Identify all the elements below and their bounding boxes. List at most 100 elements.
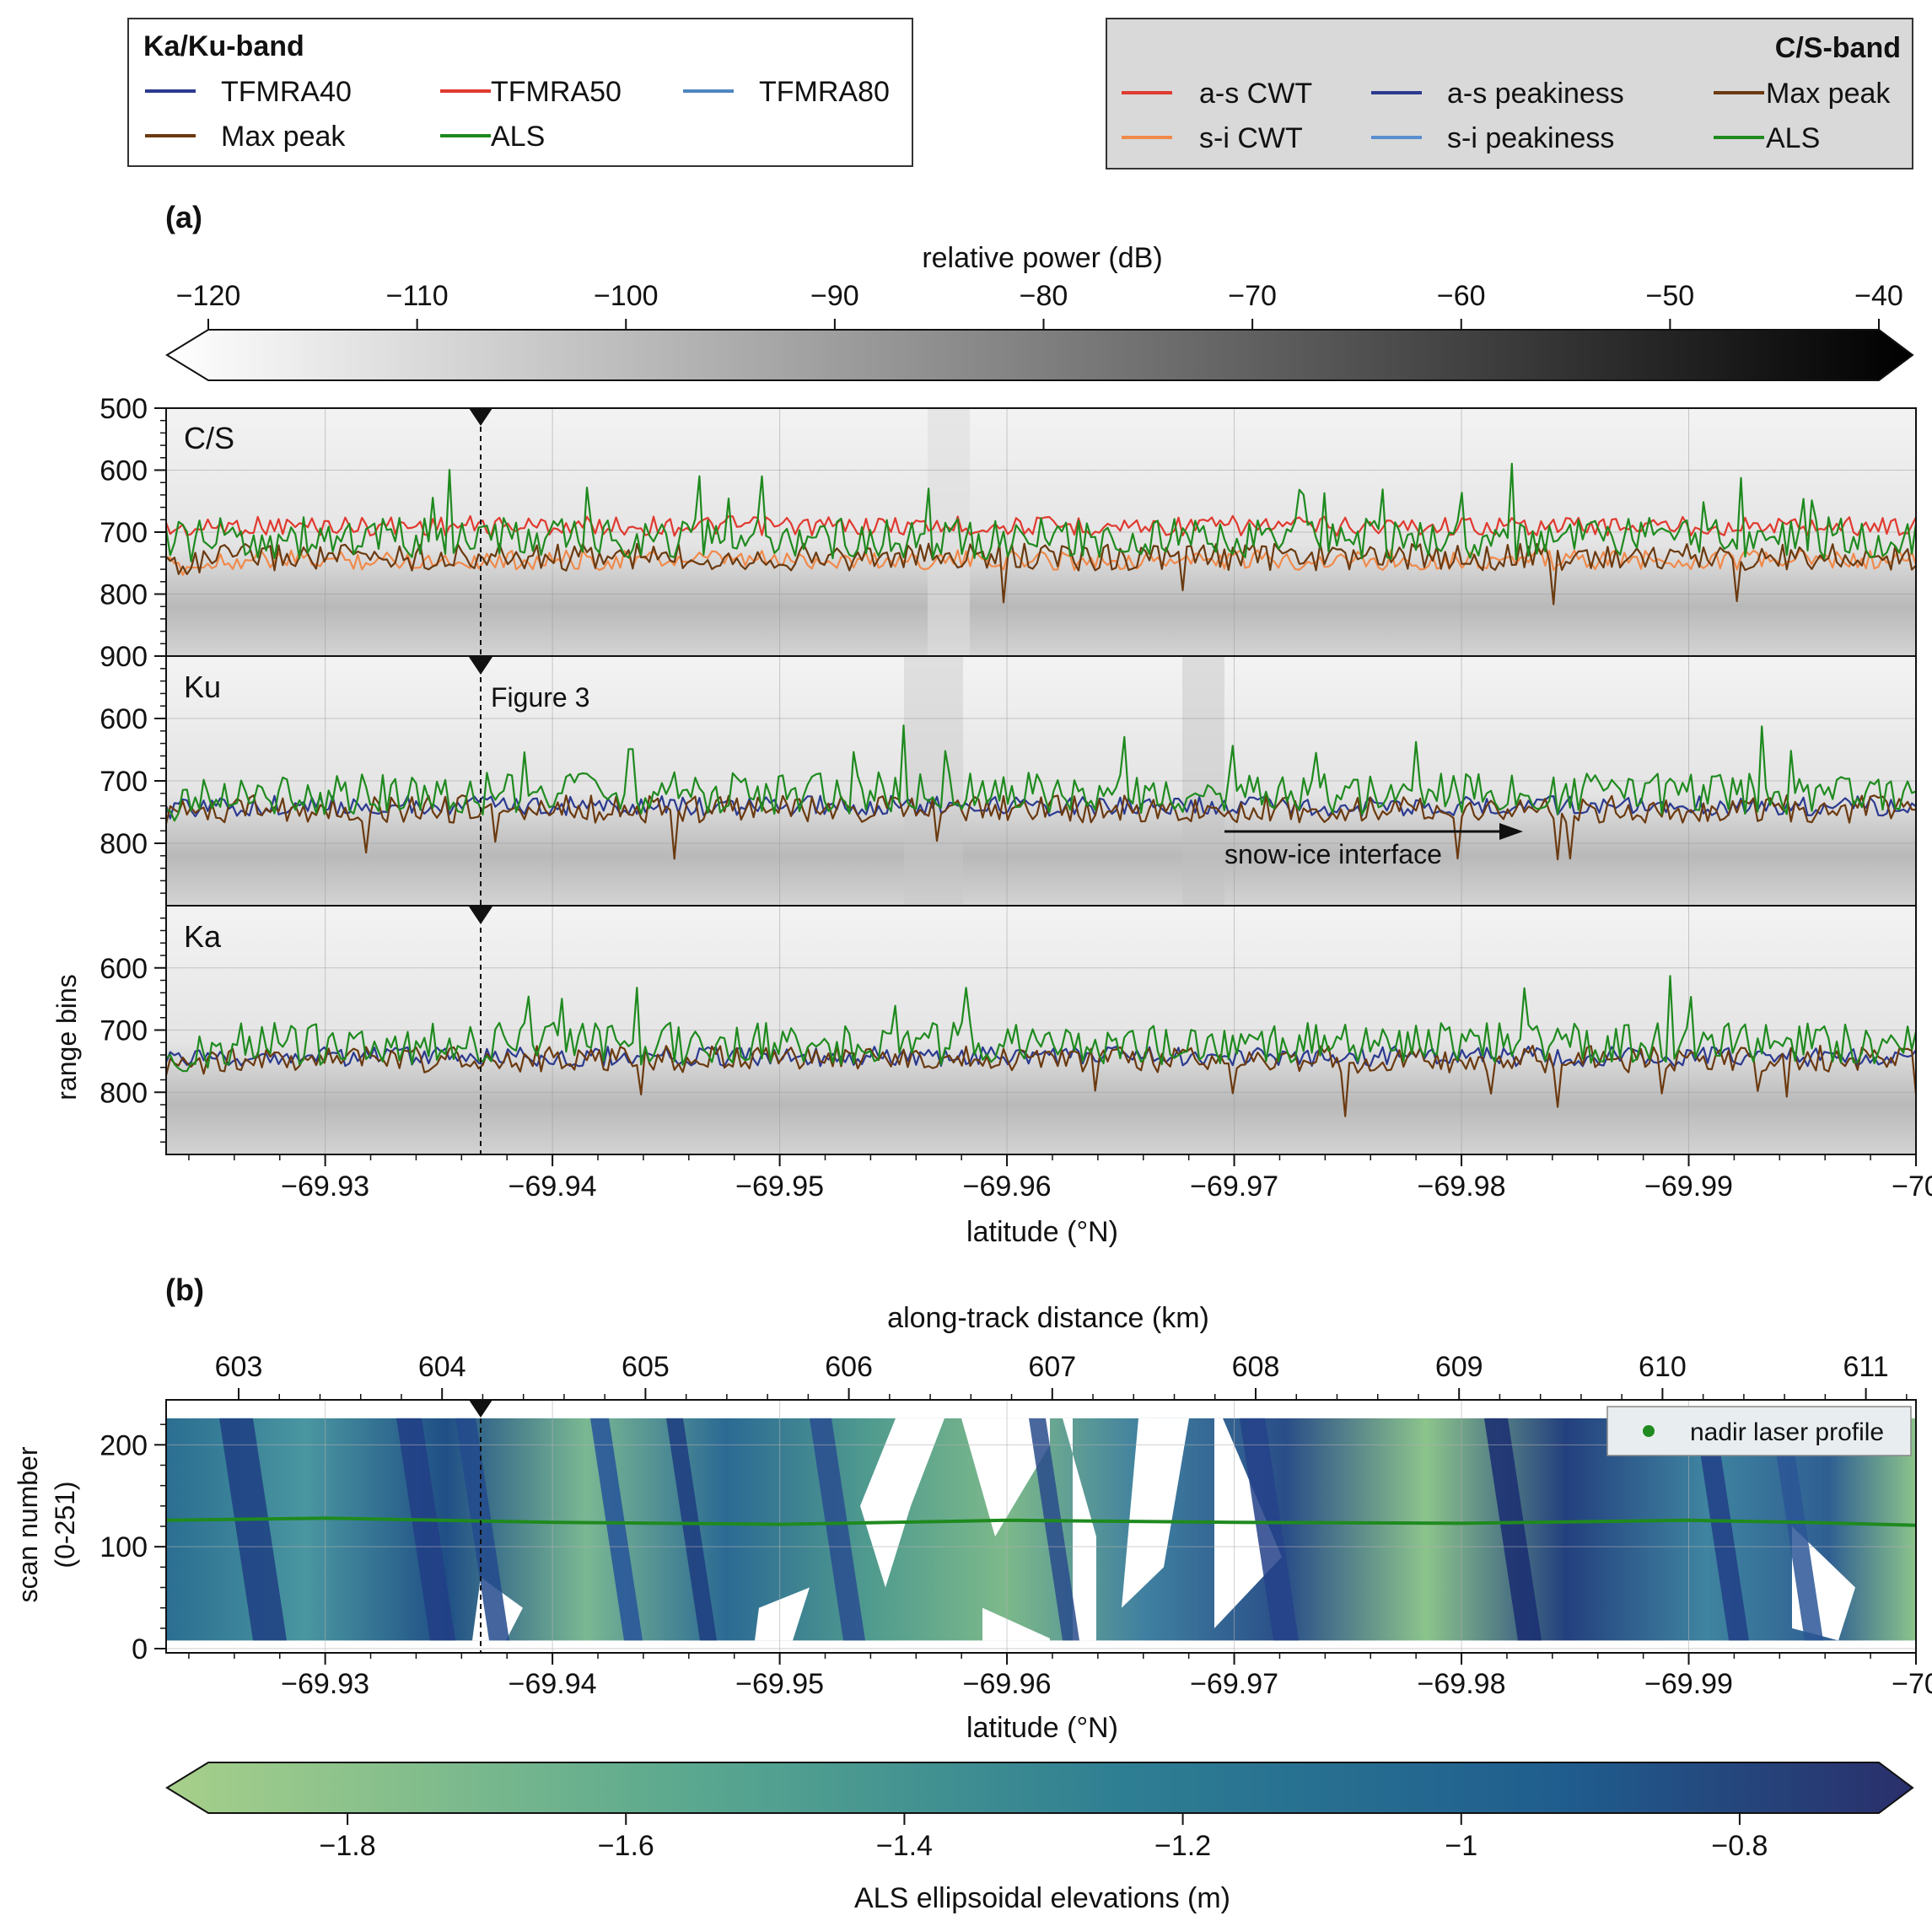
swath-gap xyxy=(860,1418,944,1588)
colorbar-power: relative power (dB) −120 −110 −100 −90 −80 −7… xyxy=(165,242,1914,381)
legend-kaku: Ka/Ku-band TFMRA40 TFMRA50 TFMRA80 Max p… xyxy=(127,18,913,167)
panel-b-ylabel-line2: (0-251) xyxy=(50,1481,80,1568)
panel-b-top-xlabel: along-track distance (km) xyxy=(887,1302,1209,1334)
top-xtick-label: 608 xyxy=(1232,1351,1280,1383)
colorbar-als-label: ALS ellipsoidal elevations (m) xyxy=(854,1882,1230,1914)
colorbar-power-label: relative power (dB) xyxy=(922,242,1162,274)
swath-ridge xyxy=(455,1418,509,1641)
snow-ice-arrow-head xyxy=(1499,823,1523,840)
colorbar-als-bar xyxy=(165,1762,1914,1814)
top-xtick-label: 603 xyxy=(215,1351,263,1383)
swath-ridge xyxy=(1029,1418,1079,1641)
panel-b-xticks: −69.93 −69.94 −69.95 −69.96 −69.97 −69.98 −69.… xyxy=(188,1653,1932,1700)
ytick-label: 700 xyxy=(100,766,148,798)
subplot-ka-name: Ka xyxy=(184,919,222,954)
legend-kaku-label-tfmra40: TFMRA40 xyxy=(221,76,352,108)
ytick-label: 700 xyxy=(100,1015,148,1047)
legend-cs-label-maxpeak: Max peak xyxy=(1766,78,1891,110)
legend-kaku-label-maxpeak: Max peak xyxy=(221,121,346,153)
swath-gap xyxy=(755,1587,810,1641)
colorbar-als: −1.8 −1.6 −1.4 −1.2 −1 −0.8 ALS ellipsoidal e… xyxy=(165,1762,1914,1914)
series-Ka-max-peak xyxy=(164,1044,1918,1117)
xtick-label: −69.99 xyxy=(1644,1668,1733,1700)
snow-ice-annotation: snow-ice interface xyxy=(1224,839,1442,869)
colorbar-power-tick-label: −100 xyxy=(594,280,659,312)
top-xtick-label: 604 xyxy=(418,1351,466,1383)
panel-a-yticks: 500 600 700 800 900 600 700 800 600 700 800 xyxy=(100,393,166,1143)
ytick-label: 600 xyxy=(100,703,148,735)
swath-ridge xyxy=(590,1418,643,1641)
colorbar-als-tick-label: −1.4 xyxy=(876,1830,933,1862)
panel-a-xticks: −69.93 −69.94 −69.95 −69.96 −69.97 −69.98 −69.… xyxy=(188,1154,1932,1203)
colorbar-als-tick-label: −1.6 xyxy=(598,1830,654,1862)
ytick-label: 500 xyxy=(100,393,148,425)
series-Ka-als xyxy=(165,975,1918,1073)
xtick-label: −69.94 xyxy=(509,1170,597,1203)
swath-ridge xyxy=(666,1418,717,1641)
panel-b-top-xticks: 603 604 605 606 607 608 609 610 611 xyxy=(215,1351,1908,1400)
swath-ridge xyxy=(219,1418,287,1641)
swath-gap xyxy=(982,1607,1050,1641)
colorbar-power-tick-label: −70 xyxy=(1228,280,1277,312)
swath-ridge xyxy=(396,1418,455,1641)
xtick-label: −69.97 xyxy=(1190,1668,1278,1700)
legend-cs-box xyxy=(1106,18,1913,170)
xtick-label: −69.97 xyxy=(1190,1170,1278,1203)
swath-ridge xyxy=(810,1418,865,1641)
panel-a-xlabel: latitude (°N) xyxy=(966,1216,1118,1248)
als-swath-gaps xyxy=(472,1418,1855,1641)
swath-ridge xyxy=(1484,1418,1542,1641)
legend-cs-label-si-cwt: s-i CWT xyxy=(1199,122,1303,154)
colorbar-power-tick-label: −60 xyxy=(1437,280,1486,312)
series-CS-als xyxy=(164,462,1918,562)
figure3-annotation: Figure 3 xyxy=(491,682,589,713)
ytick-label: 200 xyxy=(100,1429,148,1461)
panel-b-figure3-marker-triangle xyxy=(469,1400,492,1418)
ytick-label: 900 xyxy=(100,641,148,673)
top-xtick-label: 607 xyxy=(1028,1351,1076,1383)
colorbar-als-ticks: −1.8 −1.6 −1.4 −1.2 −1 −0.8 xyxy=(320,1813,1768,1862)
colorbar-power-tick-label: −120 xyxy=(176,280,241,312)
panel-b-plot: nadir laser profile 0 100 200 −69.93 −69.94… xyxy=(13,1399,1932,1744)
ytick-label: 600 xyxy=(100,455,148,487)
xtick-label: −69.93 xyxy=(281,1668,369,1700)
swath-gap xyxy=(1122,1418,1189,1608)
series-Ka-tfmra40 xyxy=(164,1045,1917,1068)
top-xtick-label: 605 xyxy=(622,1351,670,1383)
panel-b-legend-box xyxy=(1606,1406,1912,1456)
top-xtick-label: 606 xyxy=(825,1351,873,1383)
colorbar-als-tick-label: −1.2 xyxy=(1154,1830,1211,1862)
xtick-label: −69.98 xyxy=(1418,1668,1506,1700)
panel-b-label: (b) xyxy=(165,1273,204,1307)
figure3-marker-triangle-ka xyxy=(469,907,492,924)
xtick-label: −69.95 xyxy=(735,1668,824,1700)
legend-kaku-title: Ka/Ku-band xyxy=(143,30,304,62)
legend-kaku-label-als: ALS xyxy=(491,121,545,153)
colorbar-als-tick-label: −0.8 xyxy=(1711,1830,1768,1862)
swath-gap xyxy=(961,1418,1050,1537)
panel-b-legend: nadir laser profile xyxy=(1606,1406,1912,1456)
legend-cs-label-as-peakiness: a-s peakiness xyxy=(1447,78,1624,110)
top-xtick-label: 610 xyxy=(1639,1351,1687,1383)
colorbar-power-tick-label: −110 xyxy=(386,280,449,312)
colorbar-als-tick-label: −1 xyxy=(1445,1830,1477,1862)
colorbar-power-tick-label: −40 xyxy=(1854,280,1903,312)
ytick-label: 800 xyxy=(100,1077,148,1109)
top-xtick-label: 611 xyxy=(1843,1351,1888,1383)
xtick-label: −69.96 xyxy=(963,1170,1052,1203)
colorbar-power-tick-label: −80 xyxy=(1020,280,1068,312)
xtick-label: −69.98 xyxy=(1418,1170,1506,1203)
legend-kaku-label-tfmra50: TFMRA50 xyxy=(491,76,622,108)
legend-kaku-label-tfmra80: TFMRA80 xyxy=(759,76,890,108)
panel-a-ylabel: range bins xyxy=(51,974,82,1100)
ytick-label: 800 xyxy=(100,579,148,611)
ytick-label: 0 xyxy=(132,1633,148,1665)
subplot-ku-name: Ku xyxy=(184,670,221,704)
xtick-label: −69.94 xyxy=(509,1668,597,1700)
panel-a-plots: C/S Ku Ka 500 600 700 800 900 600 700 800 600 700… xyxy=(51,393,1932,1248)
ytick-label: 700 xyxy=(100,517,148,549)
xtick-label: −69.96 xyxy=(963,1668,1052,1700)
series-Ku-als xyxy=(165,724,1917,822)
swath-gap xyxy=(1063,1418,1096,1641)
